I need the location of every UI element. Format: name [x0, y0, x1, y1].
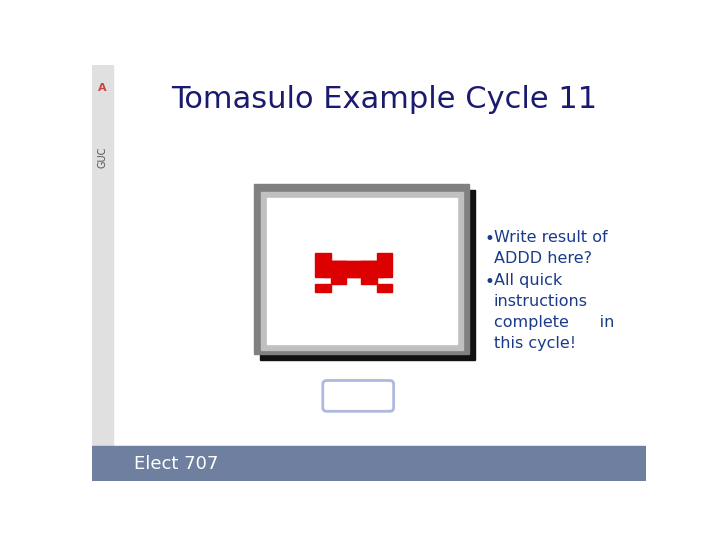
Text: Elect 707: Elect 707 — [134, 455, 219, 472]
Bar — [330, 261, 346, 269]
Bar — [361, 261, 377, 269]
Bar — [261, 192, 463, 350]
Text: •: • — [485, 273, 495, 291]
Bar — [267, 198, 456, 343]
Bar — [315, 284, 330, 292]
Bar — [260, 190, 475, 360]
Bar — [330, 276, 346, 284]
Text: Write result of
ADDD here?: Write result of ADDD here? — [494, 231, 608, 266]
Text: Tomasulo Example Cycle 11: Tomasulo Example Cycle 11 — [171, 85, 598, 114]
Bar — [377, 253, 392, 261]
Text: GUC: GUC — [98, 146, 107, 168]
FancyBboxPatch shape — [323, 381, 394, 411]
Text: A: A — [98, 83, 107, 93]
Bar — [377, 284, 392, 292]
Bar — [315, 253, 330, 261]
Bar — [253, 184, 469, 354]
Bar — [361, 276, 377, 284]
Bar — [315, 261, 392, 276]
Bar — [92, 65, 113, 481]
Text: •: • — [485, 231, 495, 248]
Bar — [92, 446, 647, 481]
Text: All quick
instructions
complete      in
this cycle!: All quick instructions complete in this … — [494, 273, 614, 350]
Bar — [323, 261, 384, 276]
